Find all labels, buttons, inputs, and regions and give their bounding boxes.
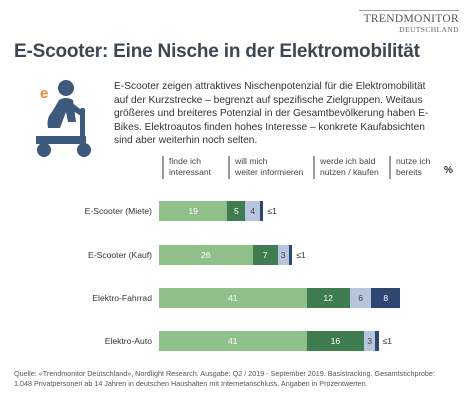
bar-segment: 6 [349, 288, 372, 308]
bar-value-label: 3 [280, 250, 286, 260]
bar-value-label: 6 [358, 293, 363, 303]
bar-segment: 12 [306, 288, 350, 308]
bar-value-label: 3 [367, 336, 372, 346]
bar-value-label: ≤1 [267, 206, 277, 216]
bar-segment: 3 [277, 245, 289, 265]
chart-description: E-Scooter zeigen attraktives Nischenpote… [114, 81, 429, 147]
bar-segment: 3 [364, 331, 375, 351]
category-label: E-Scooter (Kauf) [88, 250, 152, 260]
bar-segment: 5 [227, 201, 246, 221]
bar-value-label: 7 [262, 250, 268, 260]
rear-wheel-icon [37, 143, 51, 157]
bar-value-label: 8 [383, 293, 389, 303]
bar-value-label: 41 [228, 293, 238, 303]
legend-item-nutzen-kaufen: werde ich bald nutzen / kaufen [313, 156, 379, 179]
source-footnote: Quelle: «Trendmonitor Deutschland», Nord… [14, 369, 435, 388]
bar-segment: 19 [159, 201, 228, 221]
logo-main-text: TRENDMONITOR [363, 13, 459, 25]
legend-item-informieren: will mich weiter informieren [228, 156, 303, 179]
handlebar-icon [80, 108, 85, 142]
legend-item-nutze-bereits: nutze ich bereits [389, 156, 430, 179]
bar-value-label: 41 [228, 336, 238, 346]
bar-segment: 16 [306, 331, 365, 351]
legend-item-interessant: finde ich interessant [162, 156, 211, 179]
scooter-deck-icon [36, 136, 86, 144]
e-letter-icon: e [40, 85, 48, 102]
category-label: Elektro-Fahrrad [92, 293, 152, 303]
bar-value-label: 26 [201, 250, 211, 260]
trendmonitor-logo: TRENDMONITOR DEUTSCHLAND [359, 10, 459, 34]
e-scooter-rider-icon: e [36, 80, 91, 157]
bar-value-label: 12 [323, 293, 333, 303]
bar-value-label: 5 [234, 206, 239, 216]
bar-value-label: ≤1 [382, 336, 393, 346]
bar-segment: 8 [371, 288, 401, 308]
category-label: E-Scooter (Miete) [84, 206, 152, 216]
rider-body-icon [47, 98, 76, 128]
bar-segment: 7 [252, 245, 278, 265]
bar-value-label: 16 [330, 336, 341, 346]
logo-sub-text: DEUTSCHLAND [399, 25, 459, 34]
front-wheel-icon [77, 143, 91, 157]
category-label: Elektro-Auto [104, 336, 152, 346]
bar-segment: 26 [159, 245, 253, 265]
bar-segment [259, 201, 264, 221]
bar-segment: 41 [159, 288, 307, 308]
logo-rule [359, 10, 459, 11]
bar-value-label: 4 [250, 206, 255, 216]
rider-head-icon [58, 80, 74, 96]
bar-value-label: 19 [188, 206, 198, 216]
page-title: E-Scooter: Eine Nische in der Elektromob… [14, 41, 420, 62]
bar-segment: 41 [159, 331, 307, 351]
bar-segment [288, 245, 293, 265]
bar-value-label: ≤1 [296, 250, 306, 260]
percent-unit-label: % [444, 165, 453, 176]
bar-segment: 4 [245, 201, 260, 221]
bar-segment [375, 331, 379, 351]
